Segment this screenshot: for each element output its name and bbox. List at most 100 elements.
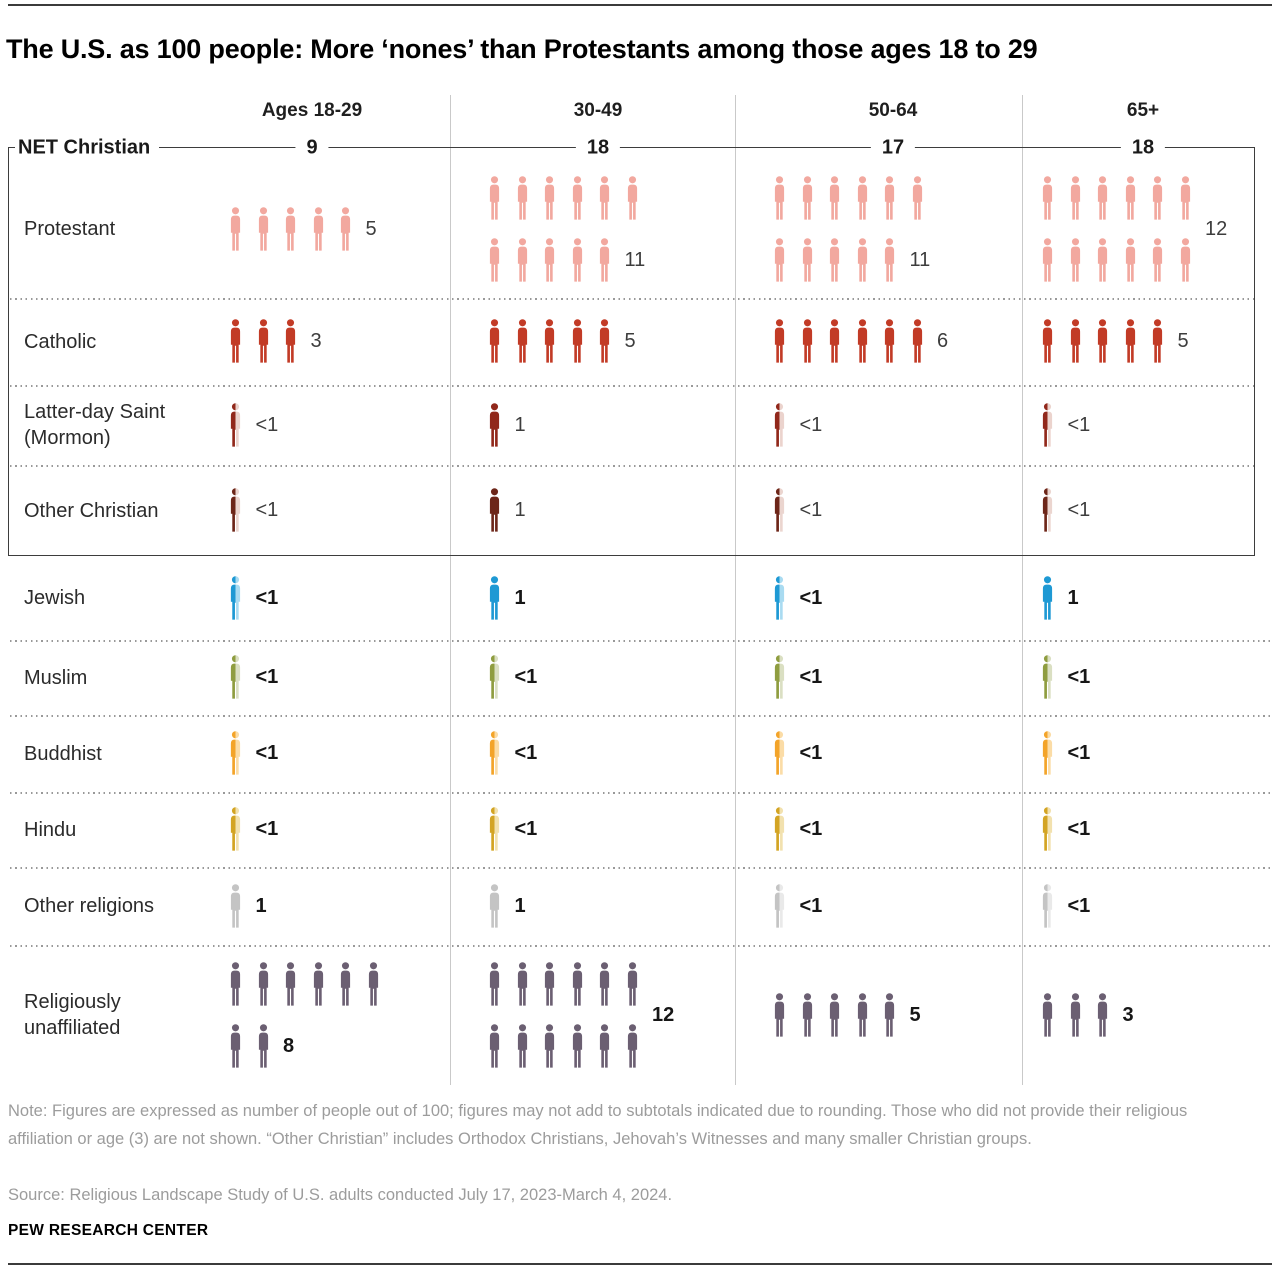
person-icon bbox=[1152, 175, 1163, 220]
value-label: <1 bbox=[799, 742, 823, 764]
cell-other-christian-col0: <1 bbox=[228, 465, 278, 556]
cell-other-religions-col0: 1 bbox=[228, 867, 267, 945]
person-icon bbox=[599, 319, 610, 363]
person-half-icon bbox=[774, 807, 785, 851]
person-icon bbox=[802, 992, 812, 1037]
person-icon bbox=[1070, 319, 1080, 363]
person-icon bbox=[517, 961, 527, 1006]
cell-jewish-col1: 1 bbox=[487, 556, 526, 640]
value-label: 1 bbox=[255, 894, 267, 917]
value-label: <1 bbox=[799, 586, 823, 609]
value-label: 5 bbox=[1177, 330, 1189, 352]
value-label: 1 bbox=[514, 586, 526, 609]
person-icon bbox=[774, 237, 785, 282]
icon-row: 1 bbox=[1040, 575, 1079, 621]
person-icon bbox=[489, 575, 500, 620]
row-separator-0 bbox=[10, 298, 1254, 300]
icon-group: 5 bbox=[1040, 319, 1189, 364]
person-icon bbox=[368, 961, 378, 1006]
net-christian-value-1: 18 bbox=[575, 136, 621, 160]
cell-catholic-col0: 3 bbox=[228, 298, 322, 385]
cell-hindu-col3: <1 bbox=[1040, 792, 1090, 867]
net-christian-value-3: 18 bbox=[1120, 136, 1166, 160]
cell-buddhist-col1: <1 bbox=[487, 715, 537, 792]
icon-group: 11 bbox=[487, 175, 645, 283]
person-icon bbox=[544, 1023, 555, 1068]
row-protestant: Protestant 5 11 11 12 bbox=[0, 160, 1280, 298]
person-half-icon bbox=[230, 807, 241, 851]
row-label: Buddhist bbox=[24, 742, 102, 765]
value-label: 5 bbox=[365, 217, 377, 240]
cell-religiously-unaffiliated-col3: 3 bbox=[1040, 945, 1134, 1085]
person-icon bbox=[1152, 237, 1163, 282]
person-icon bbox=[258, 206, 268, 251]
cell-latter-day-saint-col2: <1 bbox=[772, 385, 822, 465]
person-icon bbox=[230, 1023, 241, 1068]
person-icon bbox=[340, 206, 351, 251]
value-label: 6 bbox=[937, 330, 949, 352]
icon-row: 1 bbox=[487, 883, 526, 929]
person-icon bbox=[1125, 237, 1135, 282]
row-buddhist: Buddhist <1 <1 <1 <1 bbox=[0, 715, 1280, 792]
person-icon bbox=[599, 237, 610, 282]
person-icon bbox=[802, 237, 812, 282]
value-label: <1 bbox=[255, 742, 279, 764]
value-label: <1 bbox=[255, 666, 279, 688]
row-label: Hindu bbox=[24, 818, 77, 841]
icon-group: 1 bbox=[487, 402, 526, 448]
icon-row: 1 bbox=[487, 402, 526, 448]
person-icon bbox=[884, 319, 895, 363]
icon-row: 11 bbox=[772, 237, 930, 283]
person-icon bbox=[802, 175, 812, 220]
column-header-3: 65+ bbox=[1126, 100, 1160, 121]
icon-row bbox=[487, 1023, 640, 1069]
cell-muslim-col3: <1 bbox=[1040, 640, 1090, 715]
person-icon bbox=[489, 883, 500, 928]
person-icon bbox=[489, 488, 500, 532]
row-hindu: Hindu <1 <1 <1 <1 bbox=[0, 792, 1280, 867]
row-religiously-unaffiliated: Religiously unaffiliated 8 12 5 3 bbox=[0, 945, 1280, 1085]
column-header-0: Ages 18-29 bbox=[261, 100, 363, 121]
person-half-icon bbox=[230, 402, 241, 447]
cell-catholic-col1: 5 bbox=[487, 298, 636, 385]
value-label: <1 bbox=[1067, 666, 1091, 688]
person-icon bbox=[489, 319, 500, 363]
note-text: Note: Figures are expressed as number of… bbox=[8, 1102, 1188, 1148]
icon-group: 1 bbox=[487, 575, 526, 621]
person-icon bbox=[829, 175, 840, 220]
person-icon bbox=[544, 175, 555, 220]
value-label: <1 bbox=[255, 413, 279, 436]
person-icon bbox=[802, 319, 812, 363]
icon-group bbox=[1040, 175, 1193, 283]
person-icon bbox=[1097, 319, 1108, 363]
person-icon bbox=[517, 319, 527, 363]
icon-group bbox=[487, 961, 640, 1069]
person-icon bbox=[1070, 992, 1080, 1037]
person-icon bbox=[627, 961, 637, 1006]
icon-row bbox=[772, 175, 930, 221]
person-icon bbox=[1042, 319, 1053, 363]
icon-group: 1 bbox=[1040, 575, 1079, 621]
value-label: <1 bbox=[799, 818, 823, 840]
icon-group: 5 bbox=[228, 206, 377, 252]
row-label: Other religions bbox=[24, 895, 155, 917]
top-rule bbox=[8, 4, 1272, 6]
icon-row bbox=[487, 175, 645, 221]
person-icon bbox=[489, 237, 500, 282]
cell-protestant-col2: 11 bbox=[772, 160, 930, 298]
cell-muslim-col0: <1 bbox=[228, 640, 278, 715]
cell-hindu-col2: <1 bbox=[772, 792, 822, 867]
column-header-1: 30-49 bbox=[573, 100, 623, 121]
cell-protestant-col0: 5 bbox=[228, 160, 377, 298]
icon-row: 3 bbox=[1040, 992, 1134, 1038]
person-icon bbox=[572, 1023, 582, 1068]
icon-group: 5 bbox=[487, 319, 636, 364]
person-icon bbox=[884, 175, 895, 220]
person-icon bbox=[627, 1023, 637, 1068]
person-half-icon bbox=[1042, 807, 1053, 851]
icon-row: 11 bbox=[487, 237, 645, 283]
person-icon bbox=[489, 961, 500, 1006]
icon-row bbox=[487, 961, 640, 1007]
value-label: 1 bbox=[1067, 586, 1079, 609]
row-label: Catholic bbox=[24, 330, 97, 353]
